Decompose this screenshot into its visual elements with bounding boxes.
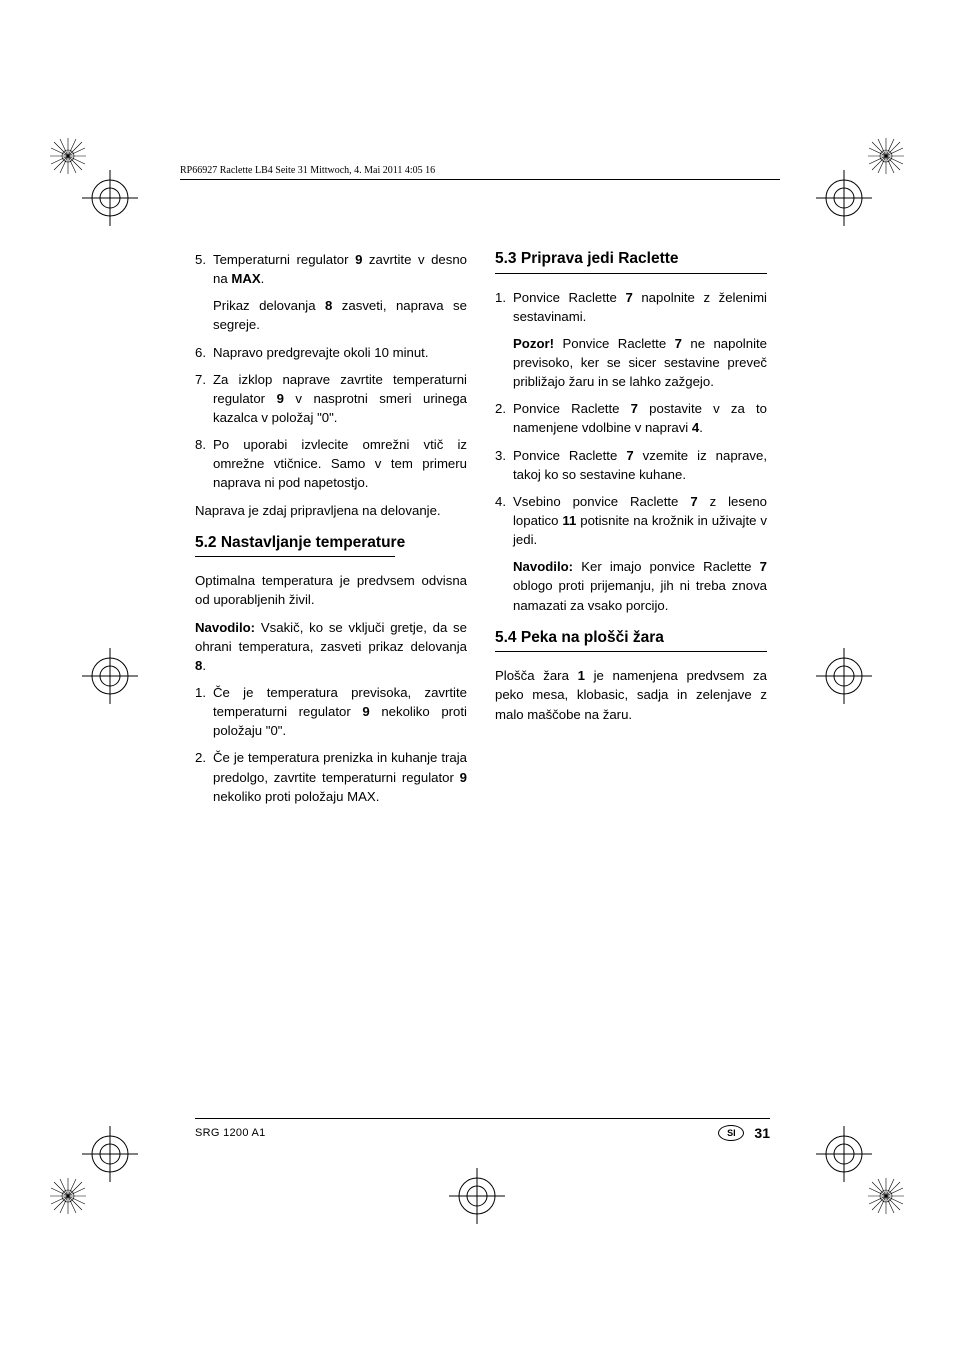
list-text: Če je temperatura previsoka, zavrtite te… bbox=[213, 683, 467, 740]
note-sub-paragraph: Navodilo: Ker imajo ponvice Raclette 7 o… bbox=[513, 557, 767, 614]
registration-mark-icon bbox=[82, 170, 138, 226]
list-item-5: 5. Temperaturni regulator 9 zavrtite v d… bbox=[195, 250, 467, 288]
list-text: Za izklop naprave zavrtite temperaturni … bbox=[213, 370, 467, 427]
heading-5-3: 5.3 Priprava jedi Raclette bbox=[495, 250, 767, 269]
list-text: Temperaturni regulator 9 zavrtite v desn… bbox=[213, 250, 467, 288]
paragraph: Optimalna temperatura je predvsem odvisn… bbox=[195, 571, 467, 609]
list-item-52-2: 2. Če je temperatura prenizka in kuhanje… bbox=[195, 748, 467, 805]
text: Vsebino ponvice Raclette bbox=[513, 494, 690, 509]
text: Ker imajo ponvice Raclette bbox=[573, 559, 760, 574]
list-text: Ponvice Raclette 7 vzemite iz naprave, t… bbox=[513, 446, 767, 484]
country-badge: SI bbox=[718, 1125, 744, 1141]
page-footer: SRG 1200 A1 SI 31 bbox=[195, 1118, 770, 1141]
print-header-rule bbox=[180, 179, 780, 180]
ref-number: 1 bbox=[578, 668, 585, 683]
heading-rule bbox=[195, 556, 395, 557]
list-text: Po uporabi izvlecite omrežni vtič iz omr… bbox=[213, 435, 467, 492]
heading-rule bbox=[495, 273, 767, 274]
ref-number: 7 bbox=[626, 448, 633, 463]
text: oblogo proti prijemanju, jih ni treba zn… bbox=[513, 578, 767, 612]
text: Ponvice Raclette bbox=[513, 401, 631, 416]
list-item-53-1: 1. Ponvice Raclette 7 napolnite z želeni… bbox=[495, 288, 767, 326]
registration-mark-icon bbox=[816, 1126, 872, 1182]
list-item-6: 6. Napravo predgrevajte okoli 10 minut. bbox=[195, 343, 467, 362]
text: . bbox=[202, 658, 206, 673]
text: . bbox=[261, 271, 265, 286]
ref-number: 9 bbox=[362, 704, 369, 719]
footer-row: SRG 1200 A1 SI 31 bbox=[195, 1125, 770, 1141]
registration-mark-icon bbox=[82, 648, 138, 704]
heading-5-4: 5.4 Peka na plošči žara bbox=[495, 629, 767, 648]
text: Če je temperatura prenizka in kuhanje tr… bbox=[213, 750, 467, 784]
list-number: 4. bbox=[495, 492, 513, 549]
list-item-53-3: 3. Ponvice Raclette 7 vzemite iz naprave… bbox=[495, 446, 767, 484]
footer-rule bbox=[195, 1118, 770, 1119]
list-number: 2. bbox=[495, 399, 513, 437]
list-number: 3. bbox=[495, 446, 513, 484]
list-text: Napravo predgrevajte okoli 10 minut. bbox=[213, 343, 467, 362]
text: Ponvice Raclette bbox=[513, 448, 626, 463]
text: Temperaturni regulator bbox=[213, 252, 355, 267]
starburst-mark-icon bbox=[48, 1176, 88, 1216]
text: Ponvice Raclette bbox=[554, 336, 675, 351]
print-header-line: RP66927 Raclette LB4 Seite 31 Mittwoch, … bbox=[180, 165, 435, 176]
ref-number: 9 bbox=[460, 770, 467, 785]
list-number: 8. bbox=[195, 435, 213, 492]
list-item-52-1: 1. Če je temperatura previsoka, zavrtite… bbox=[195, 683, 467, 740]
list-item-7: 7. Za izklop naprave zavrtite temperatur… bbox=[195, 370, 467, 427]
list-item-8: 8. Po uporabi izvlecite omrežni vtič iz … bbox=[195, 435, 467, 492]
text: Prikaz delovanja bbox=[213, 298, 325, 313]
footer-right: SI 31 bbox=[718, 1125, 770, 1141]
right-column: 5.3 Priprava jedi Raclette 1. Ponvice Ra… bbox=[495, 250, 767, 814]
registration-mark-icon bbox=[449, 1168, 505, 1224]
list-sub-paragraph: Prikaz delovanja 8 zasveti, naprava se s… bbox=[213, 296, 467, 334]
list-text: Ponvice Raclette 7 napolnite z želenimi … bbox=[513, 288, 767, 326]
starburst-mark-icon bbox=[866, 1176, 906, 1216]
list-number: 6. bbox=[195, 343, 213, 362]
note-label: Navodilo: bbox=[513, 559, 573, 574]
ref-number: 7 bbox=[760, 559, 767, 574]
text: Plošča žara bbox=[495, 668, 578, 683]
paragraph: Plošča žara 1 je namenjena predvsem za p… bbox=[495, 666, 767, 723]
note-label: Navodilo: bbox=[195, 620, 255, 635]
list-text: Ponvice Raclette 7 postavite v za to nam… bbox=[513, 399, 767, 437]
ref-number: 9 bbox=[277, 391, 284, 406]
list-text: Vsebino ponvice Raclette 7 z leseno lopa… bbox=[513, 492, 767, 549]
list-number: 7. bbox=[195, 370, 213, 427]
ref-number: 7 bbox=[690, 494, 697, 509]
heading-5-2: 5.2 Nastavljanje temperature bbox=[195, 534, 467, 553]
two-column-layout: 5. Temperaturni regulator 9 zavrtite v d… bbox=[195, 250, 770, 814]
text: . bbox=[699, 420, 703, 435]
list-number: 1. bbox=[495, 288, 513, 326]
list-number: 2. bbox=[195, 748, 213, 805]
list-item-53-4: 4. Vsebino ponvice Raclette 7 z leseno l… bbox=[495, 492, 767, 549]
warning-label: Pozor! bbox=[513, 336, 554, 351]
text: Ponvice Raclette bbox=[513, 290, 625, 305]
list-text: Če je temperatura prenizka in kuhanje tr… bbox=[213, 748, 467, 805]
page-content: 5. Temperaturni regulator 9 zavrtite v d… bbox=[195, 250, 770, 814]
registration-mark-icon bbox=[816, 648, 872, 704]
note-paragraph: Navodilo: Vsakič, ko se vključi gretje, … bbox=[195, 618, 467, 675]
left-column: 5. Temperaturni regulator 9 zavrtite v d… bbox=[195, 250, 467, 814]
max-label: MAX bbox=[231, 271, 260, 286]
list-item-53-2: 2. Ponvice Raclette 7 postavite v za to … bbox=[495, 399, 767, 437]
list-number: 1. bbox=[195, 683, 213, 740]
closing-paragraph: Naprava je zdaj pripravljena na delovanj… bbox=[195, 501, 467, 520]
registration-mark-icon bbox=[82, 1126, 138, 1182]
ref-number: 7 bbox=[625, 290, 632, 305]
registration-mark-icon bbox=[816, 170, 872, 226]
text: nekoliko proti položaju MAX. bbox=[213, 789, 379, 804]
list-number: 5. bbox=[195, 250, 213, 288]
ref-number: 7 bbox=[631, 401, 638, 416]
model-number: SRG 1200 A1 bbox=[195, 1127, 266, 1139]
starburst-mark-icon bbox=[866, 136, 906, 176]
warning-sub-paragraph: Pozor! Ponvice Raclette 7 ne napolnite p… bbox=[513, 334, 767, 391]
starburst-mark-icon bbox=[48, 136, 88, 176]
page-number: 31 bbox=[754, 1125, 770, 1141]
ref-number: 11 bbox=[562, 513, 576, 528]
heading-rule bbox=[495, 651, 767, 652]
ref-number: 7 bbox=[675, 336, 682, 351]
